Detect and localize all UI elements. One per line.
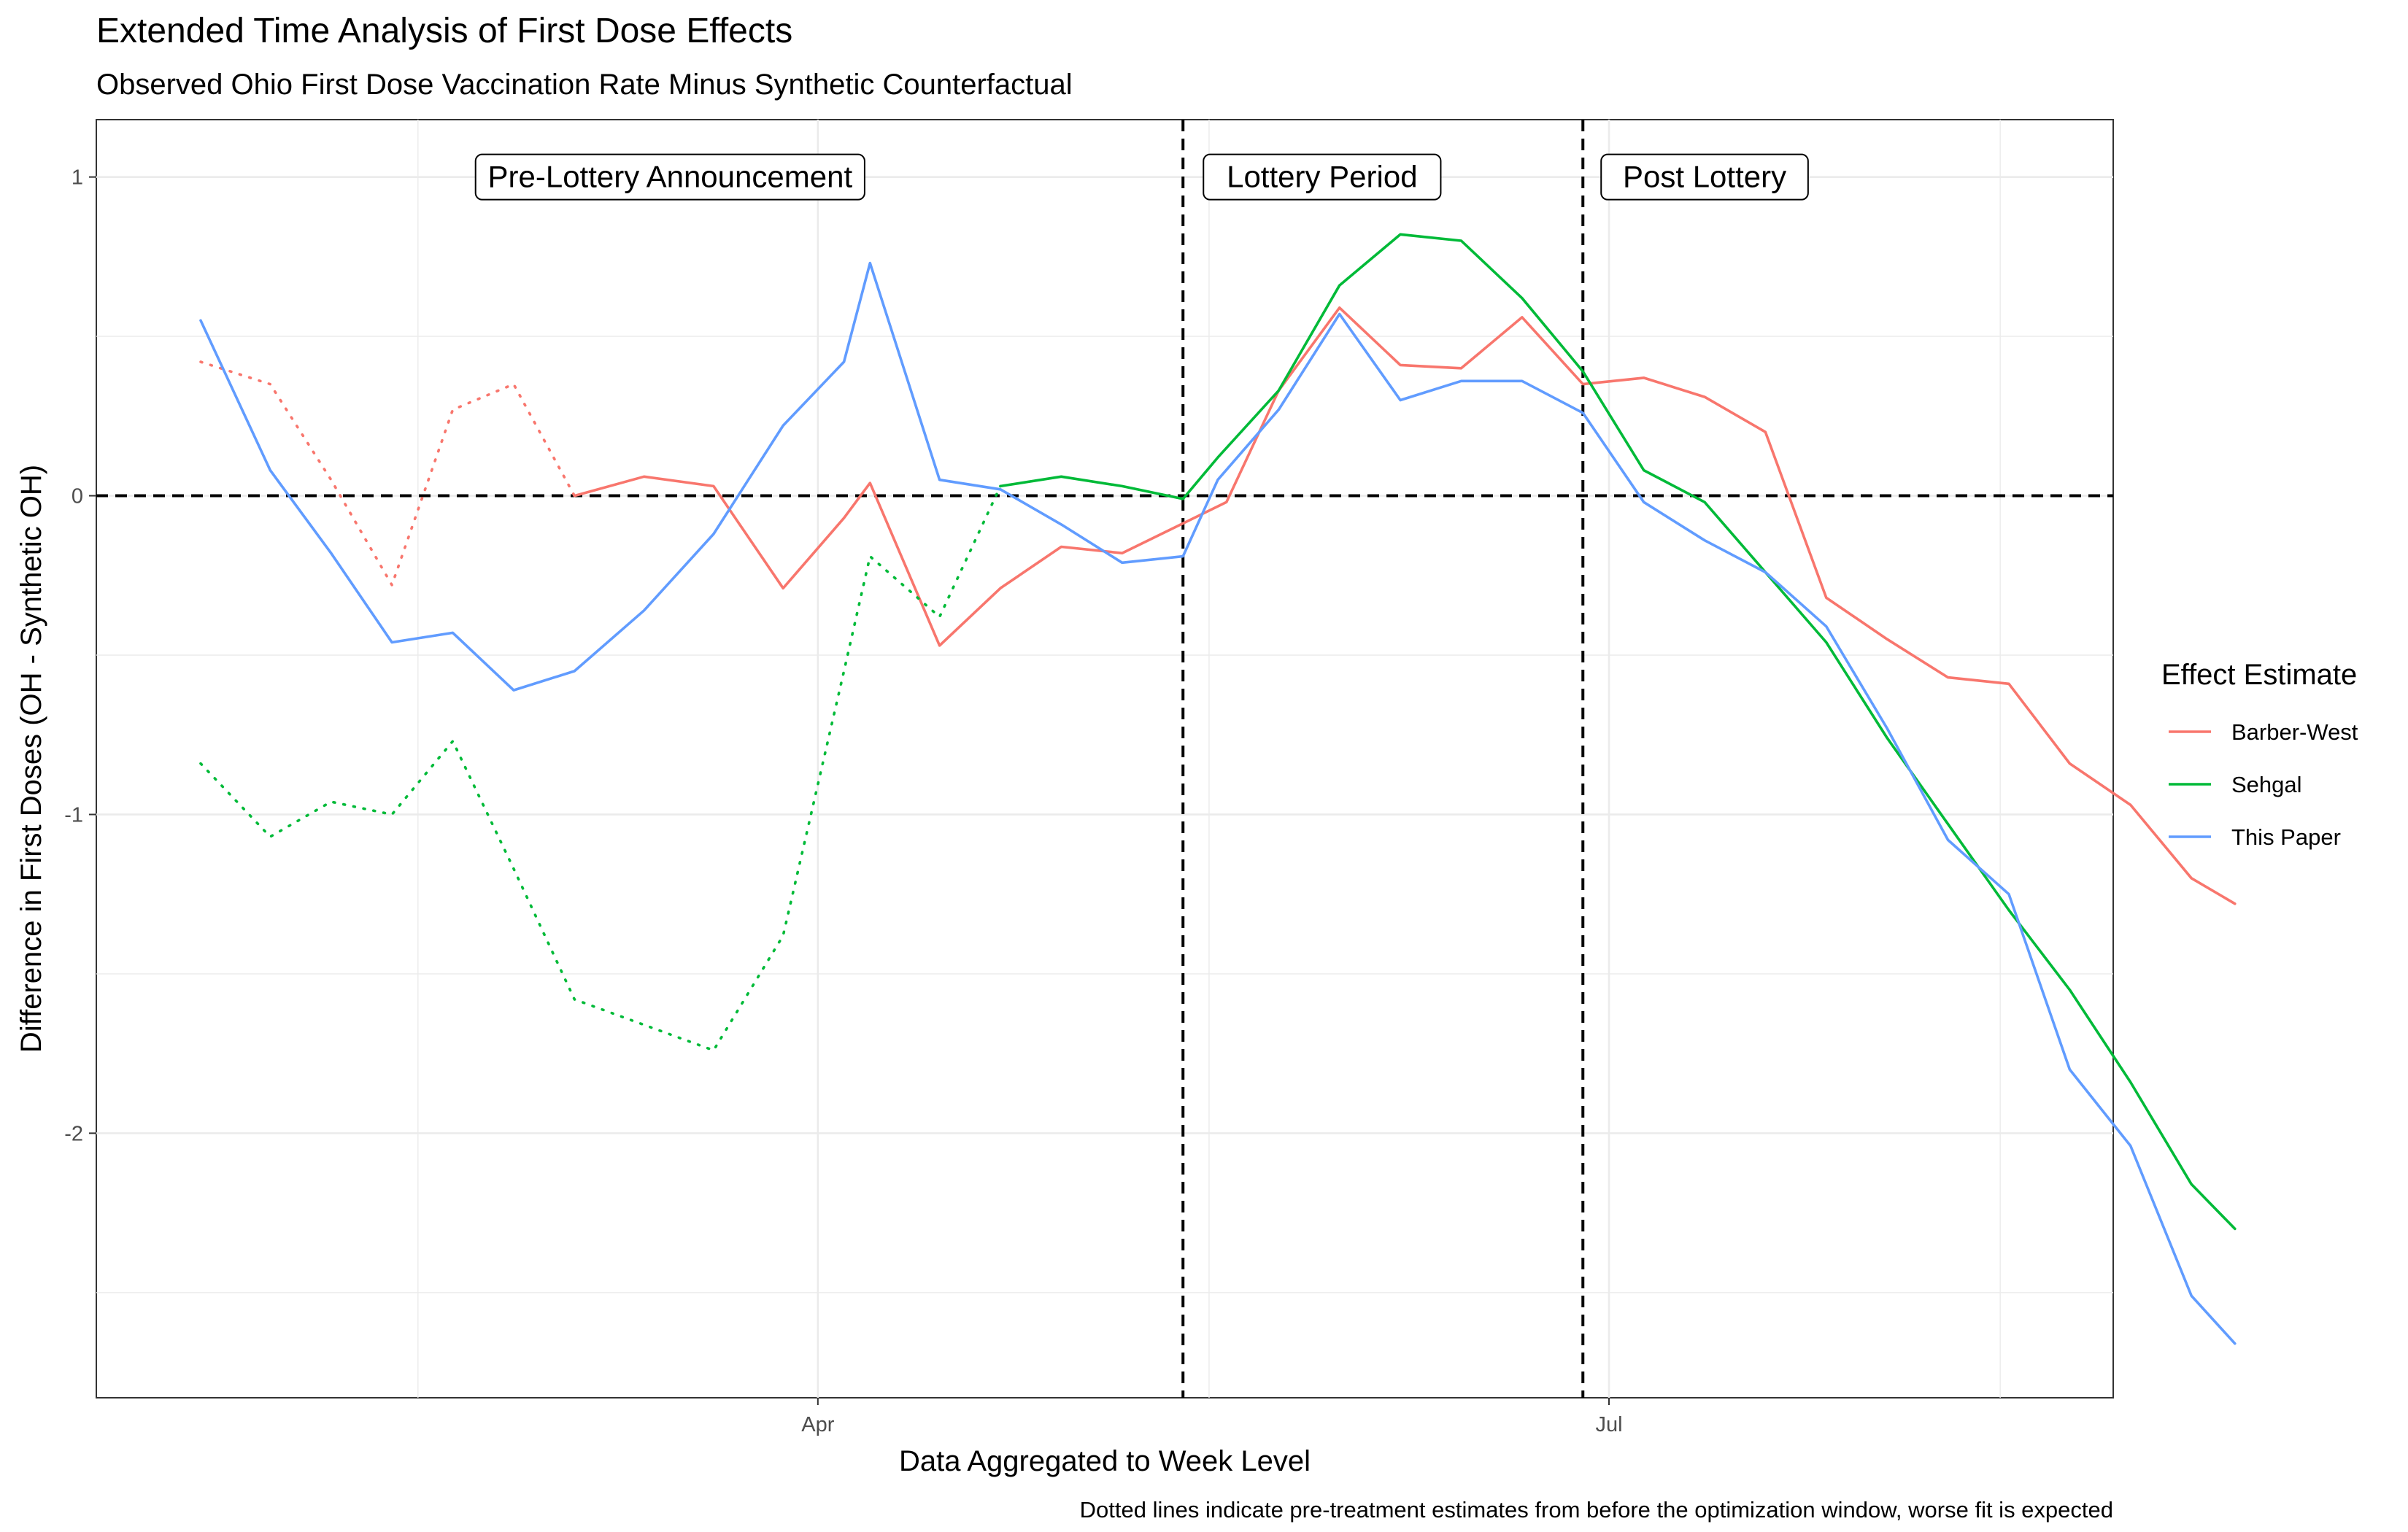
x-tick-label: Jul (1595, 1413, 1622, 1436)
chart-subtitle: Observed Ohio First Dose Vaccination Rat… (96, 69, 1073, 101)
y-tick-label: 1 (72, 166, 83, 190)
x-axis-ticks: Apr Jul (801, 1398, 1623, 1436)
period-label: Pre-Lottery Announcement (474, 153, 865, 201)
y-axis-title: Difference in First Doses (OH - Syntheti… (15, 465, 47, 1053)
period-label-box (474, 153, 865, 201)
period-label: Post Lottery (1600, 153, 1809, 201)
y-tick-label: 0 (72, 485, 83, 508)
legend-item: This Paper (2169, 824, 2341, 850)
period-label-text: Pre-Lottery Announcement (487, 160, 852, 194)
period-label-text: Post Lottery (1623, 160, 1786, 194)
series-line-sehgal-dotted (199, 484, 1002, 1052)
chart-title: Extended Time Analysis of First Dose Eff… (96, 12, 792, 50)
y-tick-label: -1 (64, 803, 83, 827)
legend-label: Barber-West (2231, 719, 2358, 745)
series-line-barber-west-solid (573, 306, 2237, 905)
series-lines (199, 233, 2237, 1345)
caption: Dotted lines indicate pre-treatment esti… (1080, 1497, 2113, 1523)
legend: Effect Estimate Barber-West Sehgal This Pa… (2161, 659, 2358, 850)
x-tick-label: Apr (801, 1413, 834, 1436)
legend-label: This Paper (2231, 824, 2341, 850)
legend-title: Effect Estimate (2161, 659, 2357, 691)
period-label-box (1600, 153, 1809, 201)
y-axis-ticks: 1 0 -1 -2 (64, 166, 96, 1145)
period-label-box (1203, 153, 1442, 201)
legend-label: Sehgal (2231, 772, 2302, 797)
period-label-text: Lottery Period (1227, 160, 1417, 194)
reference-lines (96, 120, 2113, 1398)
y-tick-label: -2 (64, 1122, 83, 1145)
legend-item: Barber-West (2169, 719, 2358, 745)
x-axis-title: Data Aggregated to Week Level (899, 1445, 1311, 1477)
plot-panel (96, 119, 2114, 1398)
legend-item: Sehgal (2169, 772, 2302, 797)
series-line-sehgal-solid (999, 233, 2237, 1231)
period-label: Lottery Period (1203, 153, 1442, 201)
period-labels: Pre-Lottery Announcement Lottery Period Po… (474, 153, 1809, 201)
